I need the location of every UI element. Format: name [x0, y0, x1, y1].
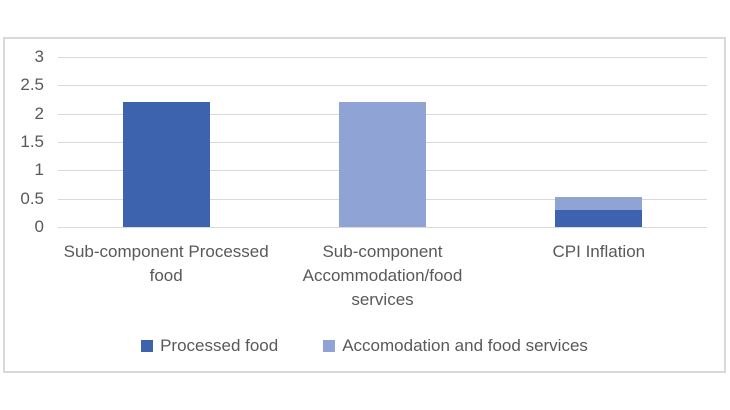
bar-segment-processed-food [122, 102, 210, 227]
legend-label: Processed food [160, 336, 279, 355]
gridline [58, 85, 707, 87]
y-tick-label: 2.5 [20, 75, 44, 95]
bar-segment-accomodation-and-food-services [339, 102, 426, 227]
chart-frame: 3 2.5 2 1.5 1 0.5 0 Sub-component Processed foo… [3, 37, 726, 373]
category-label: Sub-component Accommodation/food services [274, 240, 490, 312]
category-label-line: CPI Inflation [552, 242, 646, 261]
legend-item: Processed food [141, 336, 278, 356]
category-label: CPI Inflation [491, 240, 707, 264]
gridline [58, 57, 707, 58]
y-axis: 3 2.5 2 1.5 1 0.5 0 [5, 47, 49, 236]
legend-swatch-icon [141, 340, 154, 352]
y-tick-label: 0 [34, 217, 44, 236]
y-tick-label: 3 [34, 47, 44, 66]
bar-stack [555, 57, 643, 227]
legend-swatch-icon [323, 340, 336, 352]
y-tick-label: 0.5 [20, 188, 44, 208]
category-label-line: Sub-component Processed [63, 242, 269, 261]
y-tick-label: 2 [34, 103, 44, 123]
legend: Processed food Accomodation and food serv… [5, 336, 724, 356]
y-tick-label: 1.5 [20, 132, 44, 151]
bar-segment-accomodation-and-food-services [555, 196, 643, 210]
category-label-line: services [351, 290, 414, 309]
x-axis-labels: Sub-component Processed food Sub-component… [58, 240, 707, 332]
category-label-line: Accommodation/food [302, 266, 463, 285]
bar-segment-processed-food [555, 210, 643, 227]
bar-stack [339, 57, 426, 227]
legend-item: Accomodation and food services [323, 336, 588, 356]
legend-label: Accomodation and food services [342, 336, 588, 355]
category-label-line: food [149, 266, 183, 285]
category-label: Sub-component Processed food [58, 240, 274, 288]
plot-area [58, 57, 707, 228]
bar-stack [122, 57, 210, 227]
y-tick-label: 1 [34, 160, 44, 180]
category-label-line: Sub-component [322, 242, 443, 261]
gridline [58, 227, 707, 228]
